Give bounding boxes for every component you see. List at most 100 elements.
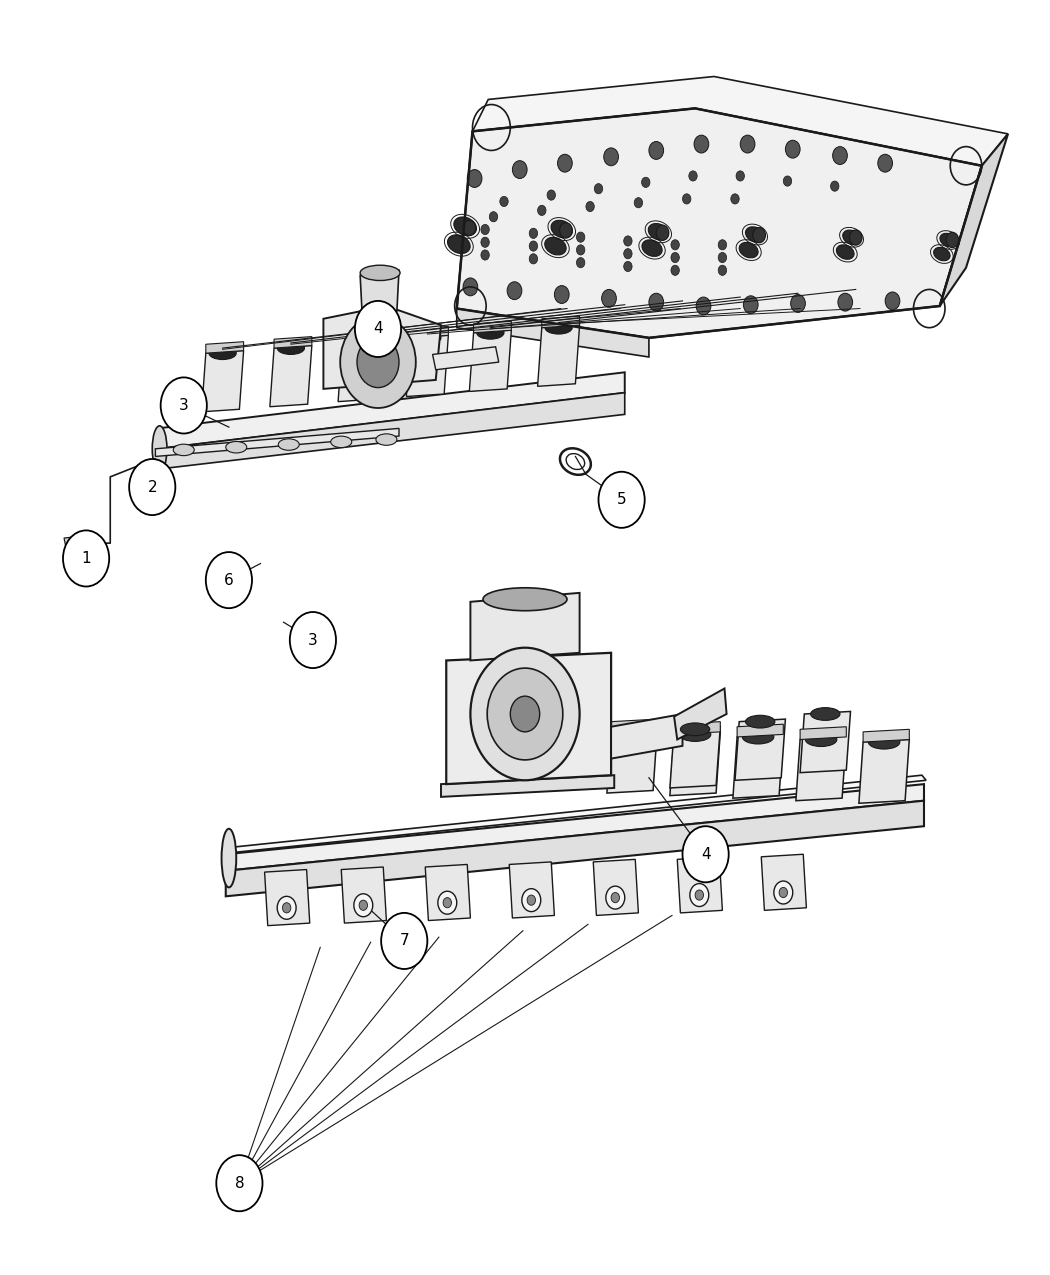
Circle shape	[467, 170, 482, 187]
Circle shape	[560, 223, 572, 238]
Polygon shape	[800, 727, 846, 739]
Circle shape	[602, 289, 616, 307]
Circle shape	[481, 224, 489, 235]
Polygon shape	[800, 711, 851, 773]
Polygon shape	[202, 351, 244, 412]
Circle shape	[529, 241, 538, 251]
Ellipse shape	[940, 233, 957, 247]
Polygon shape	[338, 340, 380, 402]
Polygon shape	[360, 270, 399, 316]
Text: 3: 3	[178, 398, 189, 413]
Circle shape	[611, 892, 619, 903]
Circle shape	[510, 696, 540, 732]
Circle shape	[216, 1155, 262, 1211]
Polygon shape	[406, 335, 448, 397]
Polygon shape	[549, 727, 600, 790]
Circle shape	[206, 552, 252, 608]
Circle shape	[527, 895, 536, 905]
Circle shape	[656, 226, 669, 241]
Ellipse shape	[278, 439, 299, 450]
Circle shape	[598, 472, 645, 528]
Ellipse shape	[843, 230, 860, 245]
Circle shape	[63, 530, 109, 586]
Polygon shape	[132, 479, 155, 492]
Circle shape	[743, 296, 758, 314]
Polygon shape	[433, 347, 499, 370]
Ellipse shape	[414, 332, 441, 344]
Circle shape	[547, 190, 555, 200]
Circle shape	[791, 295, 805, 312]
Ellipse shape	[837, 245, 854, 259]
Circle shape	[481, 250, 489, 260]
Polygon shape	[674, 688, 727, 739]
Circle shape	[753, 227, 765, 242]
Polygon shape	[274, 337, 312, 348]
Ellipse shape	[173, 444, 194, 455]
Ellipse shape	[742, 729, 774, 745]
Ellipse shape	[454, 217, 477, 236]
Ellipse shape	[360, 265, 400, 280]
Circle shape	[849, 230, 862, 245]
Ellipse shape	[642, 240, 663, 256]
Circle shape	[481, 237, 489, 247]
Circle shape	[340, 316, 416, 408]
Polygon shape	[611, 719, 657, 732]
Polygon shape	[457, 309, 649, 357]
Ellipse shape	[376, 434, 397, 445]
Polygon shape	[553, 717, 600, 729]
Circle shape	[355, 301, 401, 357]
Circle shape	[783, 176, 792, 186]
Circle shape	[463, 278, 478, 296]
Polygon shape	[342, 332, 380, 343]
Text: 3: 3	[308, 632, 318, 648]
Circle shape	[624, 249, 632, 259]
Circle shape	[357, 337, 399, 388]
Circle shape	[282, 903, 291, 913]
Ellipse shape	[559, 722, 590, 737]
Circle shape	[277, 896, 296, 919]
Ellipse shape	[616, 724, 648, 740]
Ellipse shape	[483, 588, 567, 611]
Circle shape	[718, 265, 727, 275]
Circle shape	[649, 142, 664, 159]
Circle shape	[438, 891, 457, 914]
Circle shape	[649, 293, 664, 311]
Polygon shape	[425, 864, 470, 921]
Circle shape	[529, 254, 538, 264]
Circle shape	[695, 890, 704, 900]
Polygon shape	[593, 859, 638, 915]
Circle shape	[718, 240, 727, 250]
Polygon shape	[670, 727, 720, 788]
Polygon shape	[64, 536, 89, 548]
Polygon shape	[859, 740, 909, 803]
Circle shape	[634, 198, 643, 208]
Ellipse shape	[545, 321, 572, 334]
Text: 8: 8	[234, 1176, 245, 1191]
Ellipse shape	[209, 347, 236, 360]
Polygon shape	[542, 316, 580, 328]
Circle shape	[682, 194, 691, 204]
Circle shape	[586, 201, 594, 212]
Text: 6: 6	[224, 572, 234, 588]
Polygon shape	[670, 732, 720, 796]
Polygon shape	[611, 714, 682, 759]
Circle shape	[671, 252, 679, 263]
Polygon shape	[796, 737, 846, 801]
Circle shape	[774, 881, 793, 904]
Polygon shape	[158, 393, 625, 469]
Circle shape	[512, 161, 527, 179]
Polygon shape	[469, 330, 511, 391]
Circle shape	[838, 293, 853, 311]
Polygon shape	[940, 134, 1008, 306]
Polygon shape	[538, 325, 580, 386]
Circle shape	[500, 196, 508, 207]
Text: 4: 4	[700, 847, 711, 862]
Polygon shape	[446, 653, 611, 784]
Circle shape	[885, 292, 900, 310]
Circle shape	[696, 297, 711, 315]
Circle shape	[718, 252, 727, 263]
Circle shape	[682, 826, 729, 882]
Ellipse shape	[811, 708, 840, 720]
Circle shape	[731, 194, 739, 204]
Ellipse shape	[739, 242, 758, 258]
